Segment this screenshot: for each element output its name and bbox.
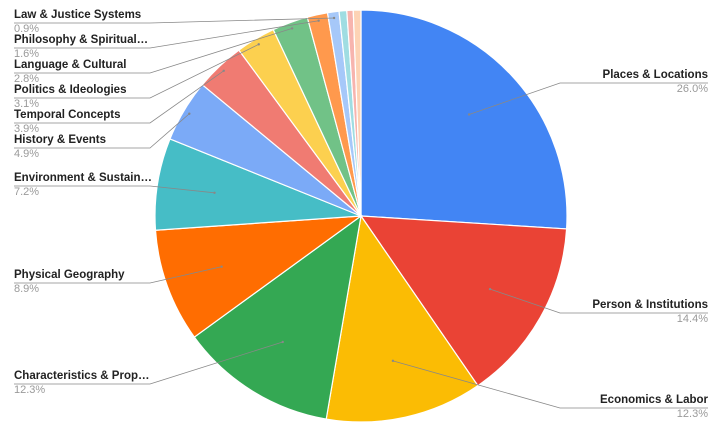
slice-percent: 3.1% (14, 98, 39, 110)
slice-label: Physical Geography (14, 269, 125, 281)
leader-dot (257, 43, 260, 46)
leader-dot (290, 27, 294, 30)
leader-dot (188, 112, 191, 115)
leader-dot (220, 265, 223, 268)
pie-slice (193, 214, 362, 420)
leader-dot (391, 359, 395, 363)
leader-dot (317, 19, 320, 22)
leader-dot (332, 16, 336, 20)
leader-dot (467, 113, 471, 116)
leader-line (392, 360, 708, 409)
slice-label: Politics & Ideologies (14, 84, 126, 96)
slice-percent: 4.9% (14, 148, 39, 160)
slice-label: Temporal Concepts (14, 109, 121, 121)
leader-line (14, 341, 283, 385)
leader-line (14, 113, 190, 149)
leader-dot (488, 287, 492, 291)
leader-line (14, 266, 222, 284)
slice-label: History & Events (14, 134, 106, 146)
slice-label: Environment & Sustain… (14, 172, 152, 184)
slice-label: Characteristics & Prop… (14, 370, 150, 382)
slice-percent: 26.0% (677, 83, 708, 95)
leader-dot (213, 191, 216, 194)
slice-percent: 14.4% (677, 313, 708, 325)
pie-slice (360, 9, 568, 230)
slice-label: Places & Locations (603, 69, 708, 81)
pie-slice (325, 214, 479, 423)
slice-percent: 2.8% (14, 73, 39, 85)
slice-percent: 12.3% (14, 384, 45, 396)
slice-percent: 12.3% (677, 408, 708, 420)
leader-dot (281, 340, 284, 344)
pie-slice (352, 9, 362, 217)
slice-label: Economics & Labor (600, 394, 709, 406)
slice-percent: 7.2% (14, 186, 39, 198)
leader-line (14, 43, 259, 99)
slice-label: Language & Cultural (14, 59, 126, 71)
slice-label: Person & Institutions (592, 299, 708, 311)
pie-slice (154, 215, 364, 338)
leader-line (468, 82, 708, 115)
leader-line (14, 185, 215, 194)
leader-line (14, 17, 335, 24)
leader-line (14, 20, 319, 49)
leader-dot (222, 69, 225, 72)
leader-line (489, 288, 708, 314)
slice-percent: 3.9% (14, 123, 39, 135)
slice-label: Law & Justice Systems (14, 9, 141, 21)
slice-label: Philosophy & Spiritual… (14, 34, 148, 46)
slice-percent: 8.9% (14, 283, 39, 295)
slice-percent: 0.9% (14, 23, 39, 35)
pie-slice (359, 215, 568, 387)
slice-percent: 1.6% (14, 48, 39, 60)
leader-line (14, 28, 293, 74)
leader-line (14, 70, 224, 124)
